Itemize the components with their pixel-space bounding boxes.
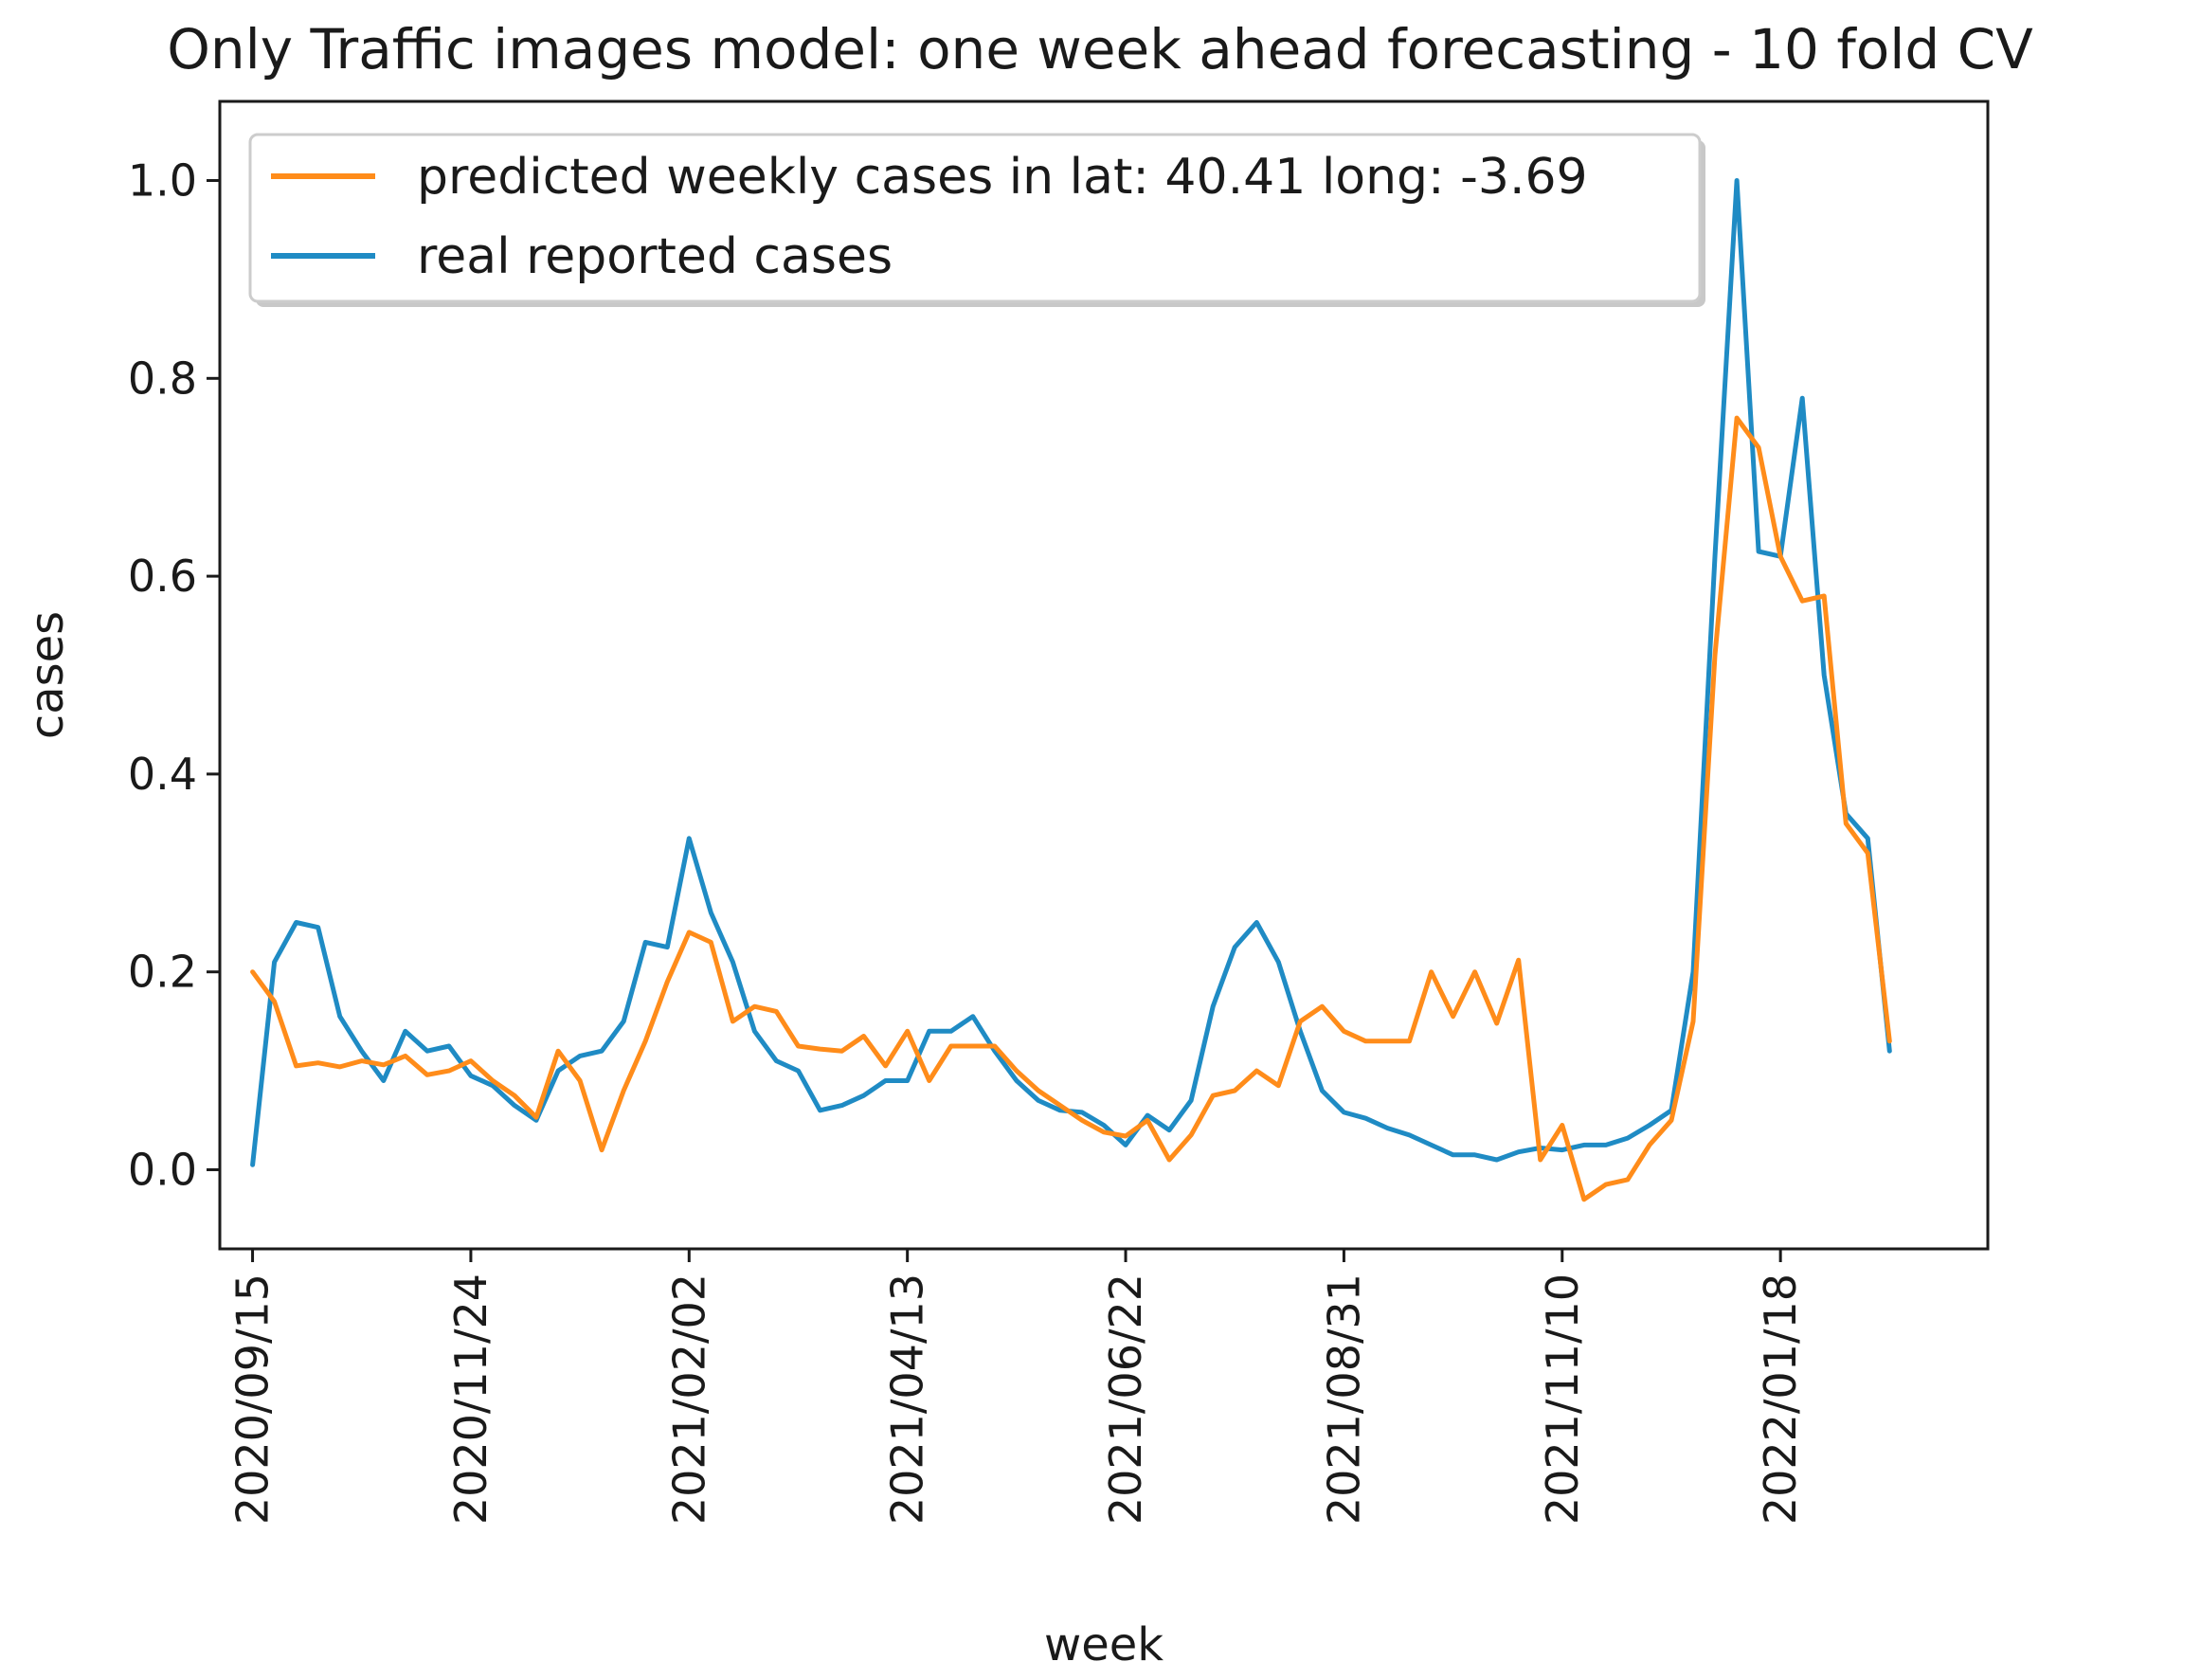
y-axis-label: cases bbox=[21, 611, 74, 739]
plot-frame bbox=[218, 99, 1990, 1251]
axes: 0.0 0.2 0.4 0.6 0.8 1.0 2020/09/15 2020/11/24 20… bbox=[128, 99, 1990, 1525]
chart-title: Only Traffic images model: one week ahea… bbox=[167, 17, 2033, 81]
y-tick-label: 0.8 bbox=[128, 352, 197, 404]
legend-label-0: predicted weekly cases in lat: 40.41 lon… bbox=[417, 149, 1588, 206]
x-tick-label: 2021/08/31 bbox=[1318, 1274, 1369, 1525]
y-tick-label: 0.6 bbox=[128, 551, 197, 602]
plot-area bbox=[250, 178, 1892, 1202]
x-tick-label: 2021/11/10 bbox=[1537, 1274, 1588, 1525]
y-tick-label: 0.4 bbox=[128, 749, 197, 800]
legend-label-1: real reported cases bbox=[417, 228, 893, 285]
y-tick-label: 0.2 bbox=[128, 947, 197, 998]
x-tick-label: 2020/11/24 bbox=[445, 1274, 496, 1525]
x-tick-label: 2021/02/02 bbox=[663, 1274, 714, 1525]
x-tick-label: 2020/09/15 bbox=[227, 1274, 279, 1525]
y-tick-label: 1.0 bbox=[128, 155, 197, 207]
x-axis-label: week bbox=[1044, 1618, 1164, 1671]
x-tick-label: 2021/04/13 bbox=[882, 1274, 933, 1525]
legend: predicted weekly cases in lat: 40.41 lon… bbox=[248, 133, 1705, 307]
x-tick-label: 2022/01/18 bbox=[1755, 1274, 1806, 1525]
legend-box bbox=[248, 133, 1702, 303]
y-tick-label: 0.0 bbox=[128, 1144, 197, 1195]
series-line-0 bbox=[250, 415, 1892, 1202]
x-tick-label: 2021/06/22 bbox=[1100, 1274, 1151, 1525]
series-line-1 bbox=[250, 178, 1892, 1167]
